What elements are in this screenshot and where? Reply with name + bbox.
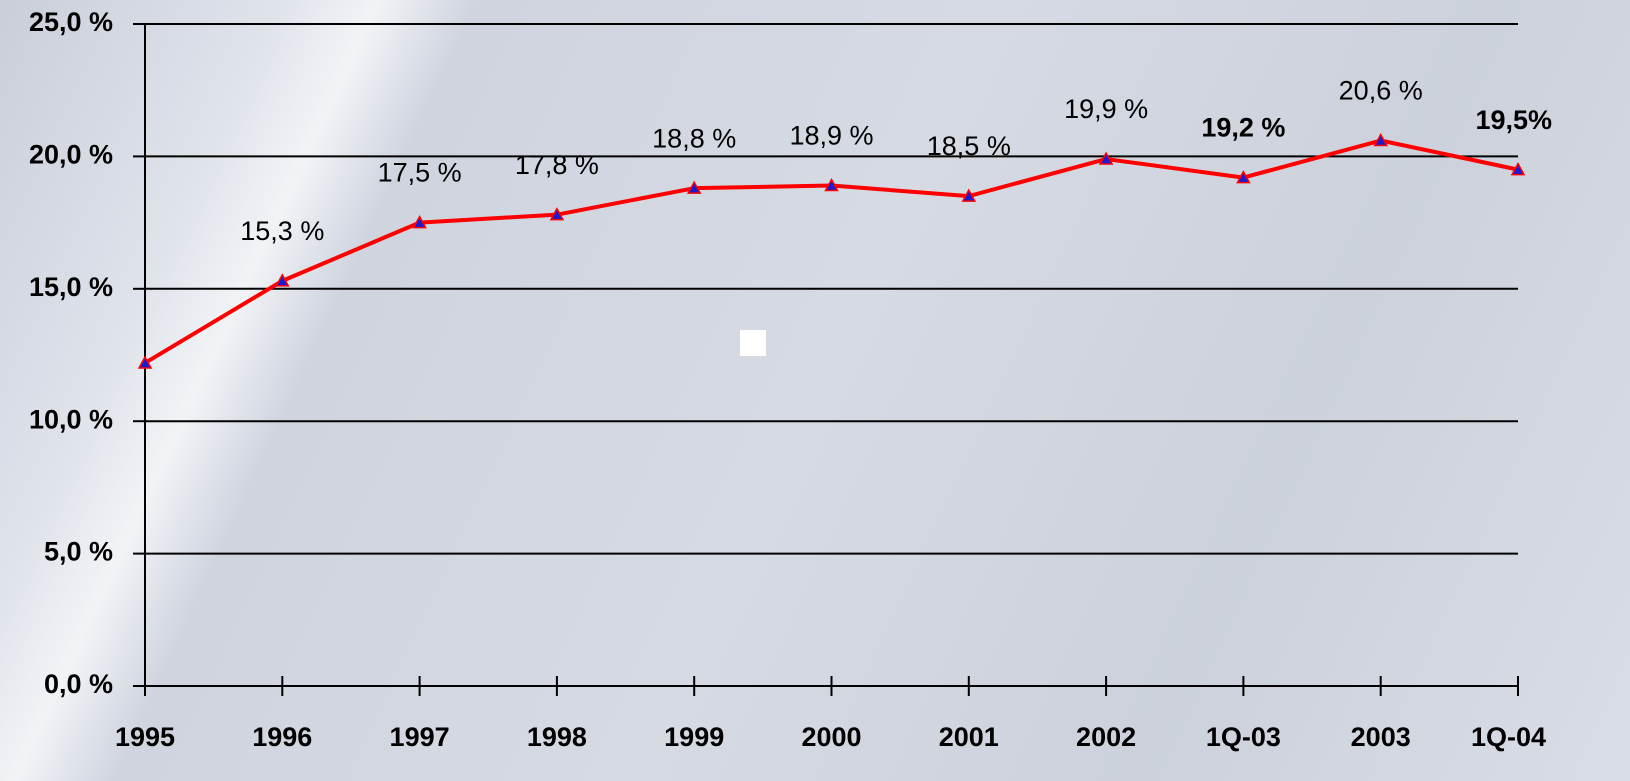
value-label: 18,9 % <box>789 121 873 151</box>
value-label: 18,5 % <box>927 131 1011 161</box>
x-tick-label: 1999 <box>664 722 724 752</box>
value-label: 15,3 % <box>240 216 324 246</box>
y-tick-label: 20,0 % <box>29 140 113 170</box>
x-tick-label: 2003 <box>1351 722 1411 752</box>
y-tick-label: 15,0 % <box>29 272 113 302</box>
x-tick-label: 1996 <box>252 722 312 752</box>
x-tick-label: 1998 <box>527 722 587 752</box>
value-label: 20,6 % <box>1339 76 1423 106</box>
x-tick-label: 2002 <box>1076 722 1136 752</box>
value-label: 19,9 % <box>1064 94 1148 124</box>
y-tick-label: 0,0 % <box>44 669 113 699</box>
marker <box>549 207 565 221</box>
marker <box>1098 151 1114 165</box>
marker <box>686 180 702 194</box>
x-tick-label: 2000 <box>801 722 861 752</box>
value-label: 19,2 % <box>1201 113 1285 143</box>
decoration <box>740 330 766 356</box>
line <box>143 138 1519 365</box>
x-tick-label: 2001 <box>939 722 999 752</box>
value-label: 18,8 % <box>652 123 736 153</box>
marker <box>1236 170 1251 184</box>
marker <box>275 273 290 287</box>
y-tick-label: 5,0 % <box>44 537 113 567</box>
y-tick-label: 25,0 % <box>29 7 113 37</box>
value-label: 19,5% <box>1475 105 1552 135</box>
marker <box>1373 132 1388 147</box>
x-tick-label: 1995 <box>115 722 175 752</box>
x-tick-label: 1997 <box>390 722 450 752</box>
x-tick-label: 1Q-03 <box>1206 722 1281 752</box>
marker <box>824 177 839 192</box>
value-label: 17,5 % <box>378 158 462 188</box>
x-tick-label: 1Q-04 <box>1471 722 1546 752</box>
marker <box>1510 162 1526 176</box>
marker <box>137 355 153 369</box>
marker <box>412 215 427 229</box>
value-label: 17,8 % <box>515 150 599 180</box>
marker <box>961 188 977 202</box>
y-tick-label: 10,0 % <box>29 404 113 434</box>
